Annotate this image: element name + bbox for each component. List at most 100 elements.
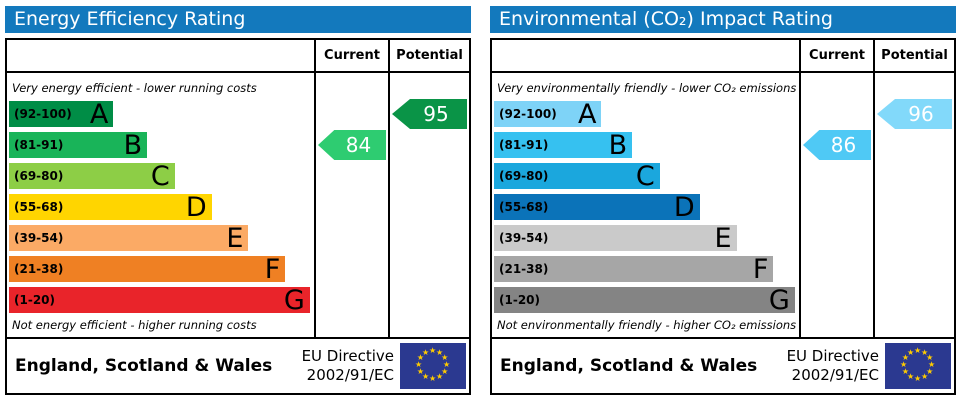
band-range: (55-68) bbox=[14, 200, 64, 214]
band-letter: B bbox=[123, 129, 143, 161]
band-letter: B bbox=[608, 129, 628, 161]
region-label: England, Scotland & Wales bbox=[15, 356, 273, 376]
potential-rating-arrow: 96 bbox=[877, 99, 952, 129]
eu-directive-label: EU Directive 2002/91/EC bbox=[787, 347, 885, 386]
band-letter: E bbox=[714, 222, 732, 254]
potential-column-header: Potential bbox=[873, 40, 954, 71]
eu-star-icon: ★ bbox=[436, 347, 444, 357]
eu-star-icon: ★ bbox=[914, 374, 922, 383]
table-header: Current Potential bbox=[7, 40, 469, 73]
band-letter: G bbox=[283, 284, 305, 316]
band-d: (55-68) D bbox=[9, 191, 212, 223]
band-letter: C bbox=[635, 160, 655, 192]
band-c: (69-80) C bbox=[9, 160, 175, 192]
eu-star-icon: ★ bbox=[429, 346, 437, 355]
band-range: (21-38) bbox=[499, 262, 549, 276]
panel-title: Energy Efficiency Rating bbox=[5, 6, 471, 33]
band-letter: D bbox=[185, 191, 207, 223]
band-letter: F bbox=[752, 253, 769, 285]
band-range: (1-20) bbox=[14, 293, 55, 307]
band-letter: F bbox=[264, 253, 281, 285]
eu-directive-line1: EU Directive bbox=[786, 346, 879, 365]
potential-rating-cell: 96 bbox=[873, 73, 954, 337]
eu-flag-icon: ★ ★ ★ ★ ★ ★ ★ ★ ★ ★ ★ ★ bbox=[885, 343, 951, 389]
band-letter: G bbox=[768, 284, 790, 316]
top-note: Very energy efficient - lower running co… bbox=[12, 81, 257, 95]
current-column-header: Current bbox=[314, 40, 388, 71]
band-f: (21-38) F bbox=[9, 253, 286, 285]
band-g: (1-20) G bbox=[494, 284, 795, 316]
epc-rating-charts: Energy Efficiency Rating Current Potenti… bbox=[5, 6, 956, 395]
band-range: (69-80) bbox=[499, 169, 549, 183]
header-spacer bbox=[7, 40, 314, 71]
table-body: Very energy efficient - lower running co… bbox=[7, 73, 469, 337]
band-range: (81-91) bbox=[499, 138, 549, 152]
band-range: (81-91) bbox=[14, 138, 64, 152]
eu-star-icon: ★ bbox=[926, 367, 934, 376]
eu-directive-line2: 2002/91/EC bbox=[306, 366, 394, 384]
band-range: (92-100) bbox=[499, 107, 557, 121]
bands-area: Very environmentally friendly - lower CO… bbox=[492, 73, 799, 337]
rating-table: Current Potential Very energy efficient … bbox=[5, 38, 471, 395]
potential-rating-arrow: 95 bbox=[392, 99, 467, 129]
band-b: (81-91) B bbox=[9, 129, 148, 161]
rating-bands: (92-100) A (81-91) B (69-80) C (55-68) D (39-54)… bbox=[492, 98, 799, 316]
band-a: (92-100) A bbox=[9, 101, 114, 128]
eu-star-icon: ★ bbox=[901, 367, 910, 376]
eu-star-icon: ★ bbox=[901, 353, 910, 362]
eu-star-icon: ★ bbox=[907, 347, 915, 357]
eu-star-icon: ★ bbox=[441, 367, 449, 376]
band-c: (69-80) C bbox=[494, 160, 660, 192]
eu-directive-line1: EU Directive bbox=[301, 346, 394, 365]
eu-star-icon: ★ bbox=[422, 347, 430, 357]
eu-star-icon: ★ bbox=[436, 372, 444, 382]
band-e: (39-54) E bbox=[494, 222, 737, 254]
eu-star-icon: ★ bbox=[415, 360, 423, 369]
band-range: (1-20) bbox=[499, 293, 540, 307]
energy-efficiency-panel: Energy Efficiency Rating Current Potenti… bbox=[5, 6, 471, 395]
band-range: (55-68) bbox=[499, 200, 549, 214]
eu-star-icon: ★ bbox=[441, 353, 449, 362]
band-b: (81-91) B bbox=[494, 129, 633, 161]
eu-star-icon: ★ bbox=[416, 367, 425, 376]
eu-star-icon: ★ bbox=[914, 346, 922, 355]
eu-star-icon: ★ bbox=[921, 347, 929, 357]
band-range: (39-54) bbox=[499, 231, 549, 245]
band-d: (55-68) D bbox=[494, 191, 700, 223]
rating-bands: (92-100) A (81-91) B (69-80) C (55-68) D (39-54)… bbox=[7, 101, 314, 316]
current-rating-cell: 84 bbox=[314, 73, 388, 337]
current-rating-arrow: 86 bbox=[803, 130, 871, 160]
current-rating-arrow: 84 bbox=[318, 130, 386, 160]
band-e: (39-54) E bbox=[9, 225, 249, 252]
eu-star-icon: ★ bbox=[926, 353, 934, 362]
region-label: England, Scotland & Wales bbox=[500, 356, 758, 376]
band-letter: C bbox=[150, 160, 170, 192]
eu-star-icon: ★ bbox=[928, 360, 936, 369]
eu-flag-icon: ★ ★ ★ ★ ★ ★ ★ ★ ★ ★ ★ ★ bbox=[400, 343, 466, 389]
eu-star-icon: ★ bbox=[429, 374, 437, 383]
eu-star-icon: ★ bbox=[443, 360, 451, 369]
band-letter: D bbox=[673, 191, 695, 223]
band-range: (92-100) bbox=[14, 107, 72, 121]
potential-rating-cell: 95 bbox=[388, 73, 469, 337]
band-g: (1-20) G bbox=[9, 284, 310, 316]
potential-column-header: Potential bbox=[388, 40, 469, 71]
bottom-note: Not environmentally friendly - higher CO… bbox=[497, 318, 797, 332]
bottom-note: Not energy efficient - higher running co… bbox=[12, 318, 257, 332]
current-rating-cell: 86 bbox=[799, 73, 873, 337]
band-range: (69-80) bbox=[14, 169, 64, 183]
band-range: (39-54) bbox=[14, 231, 64, 245]
eu-star-icon: ★ bbox=[921, 372, 929, 382]
eu-directive-line2: 2002/91/EC bbox=[791, 366, 879, 384]
band-letter: A bbox=[577, 98, 597, 130]
eu-star-icon: ★ bbox=[900, 360, 908, 369]
panel-title: Environmental (CO₂) Impact Rating bbox=[490, 6, 956, 33]
top-note: Very environmentally friendly - lower CO… bbox=[497, 81, 797, 95]
environmental-impact-panel: Environmental (CO₂) Impact Rating Curren… bbox=[490, 6, 956, 395]
eu-star-icon: ★ bbox=[422, 372, 430, 382]
band-f: (21-38) F bbox=[494, 253, 774, 285]
eu-star-icon: ★ bbox=[416, 353, 425, 362]
band-range: (21-38) bbox=[14, 262, 64, 276]
table-footer: England, Scotland & Wales EU Directive 2… bbox=[7, 337, 469, 393]
header-spacer bbox=[492, 40, 799, 71]
